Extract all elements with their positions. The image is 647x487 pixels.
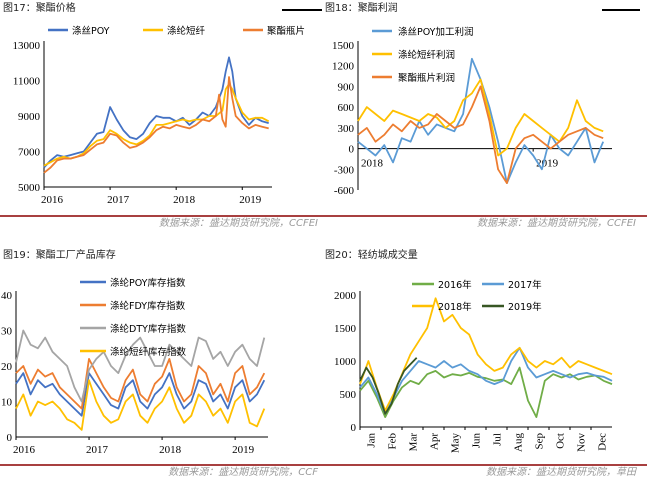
x-tick-label: 2017 [86,444,109,456]
x-tick-label: Aug [513,433,525,452]
y-tick-label: 30 [1,326,13,338]
x-tick-label: 2019 [232,444,255,456]
legend-label-0: 2016年 [438,279,472,291]
legend-label-2: 聚酯瓶片 [267,25,305,37]
y-tick-label: -300 [334,164,355,176]
y-tick-label: 10 [1,397,13,409]
source-note: 数据来源：盛达期货研究院，草田 [486,466,637,478]
x-tick-label: 2016 [41,194,64,206]
series-line-3 [15,379,266,431]
x-tick-label: Dec [597,433,609,451]
y-tick-label: 13000 [13,40,41,52]
y-tick-label: 7000 [18,147,41,159]
series-line-0 [43,56,269,169]
series-line-3 [359,357,418,415]
x-tick-label: 2019 [239,194,262,206]
y-tick-label: 40 [1,290,13,302]
x-tick-label: Jan [366,433,378,448]
series-line-1 [357,78,604,157]
y-tick-label: 9000 [18,111,41,123]
legend-label-0: 涤丝POY [72,25,110,37]
series-line-2 [43,76,269,174]
source-note: 数据来源：盛达期货研究院，CCFEI [477,217,636,229]
chart-title: 图19：聚酯工厂产品库存 [3,248,116,261]
x-tick-label: May [450,433,462,454]
source-note: 数据来源：盛达期货研究院，CCFEI [159,217,318,229]
y-tick-label: 20 [1,361,13,373]
legend-label-1: 2017年 [508,279,542,291]
legend-label-2: 2018年 [438,301,472,313]
x-tick-label: Mar [408,433,420,452]
y-tick-label: -600 [334,185,355,197]
legend-label-1: 涤纶FDY库存指数 [110,300,186,312]
y-tick-label: 1500 [334,323,357,335]
legend-label-1: 涤纶短纤 [167,25,206,37]
y-tick-label: 300 [338,123,355,135]
x-tick-label: 2018 [361,158,384,170]
legend-label-0: 涤纶POY库存指数 [110,277,186,289]
chart-title: 图18：聚酯利润 [325,1,398,14]
series-line-2 [15,329,266,403]
y-tick-label: 600 [338,102,355,114]
legend-label-0: 涤丝POY加工利润 [398,26,474,38]
y-tick-label: 1000 [334,356,357,368]
legend-label-2: 聚酯瓶片利润 [398,72,455,84]
series-line-1 [15,357,266,410]
series-line-0 [357,57,605,185]
legend-label-3: 2019年 [508,301,542,313]
y-tick-label: 500 [340,389,357,401]
x-tick-label: 2018 [159,444,182,456]
x-tick-label: 2018 [173,194,196,206]
y-tick-label: 900 [338,81,355,93]
x-tick-label: Sep [534,433,546,450]
x-tick-label: Nov [576,433,588,452]
y-tick-label: 5000 [18,182,41,194]
y-tick-label: 1500 [332,40,355,52]
x-tick-label: Feb [387,433,399,450]
x-tick-label: Oct [555,433,567,449]
series-line-2 [357,85,604,185]
x-tick-label: Jun [471,433,483,449]
series-line-1 [359,346,613,415]
legend-label-2: 涤纶DTY库存指数 [110,323,186,335]
chart-title: 图17：聚酯价格 [3,1,76,14]
series-line-0 [15,372,266,417]
x-tick-label: Apr [429,433,441,450]
series-line-1 [43,83,270,167]
x-tick-label: Jul [492,433,504,446]
x-tick-label: 2017 [107,194,130,206]
legend-label-1: 涤纶短纤利润 [398,49,455,61]
y-tick-label: 0 [349,144,355,156]
y-tick-label: 0 [351,422,357,434]
x-tick-label: 2016 [13,444,36,456]
y-tick-label: 2000 [334,290,357,302]
x-tick-label: 2019 [536,158,559,170]
y-tick-label: 1200 [332,61,355,73]
legend-label-3: 涤纶短纤库存指数 [110,346,187,358]
source-note: 数据来源：盛达期货研究院，CCF [168,466,318,478]
chart-title: 图20：轻纺城成交量 [325,248,418,261]
series-line-0 [359,366,613,419]
y-tick-label: 0 [7,432,13,444]
y-tick-label: 11000 [13,76,41,88]
